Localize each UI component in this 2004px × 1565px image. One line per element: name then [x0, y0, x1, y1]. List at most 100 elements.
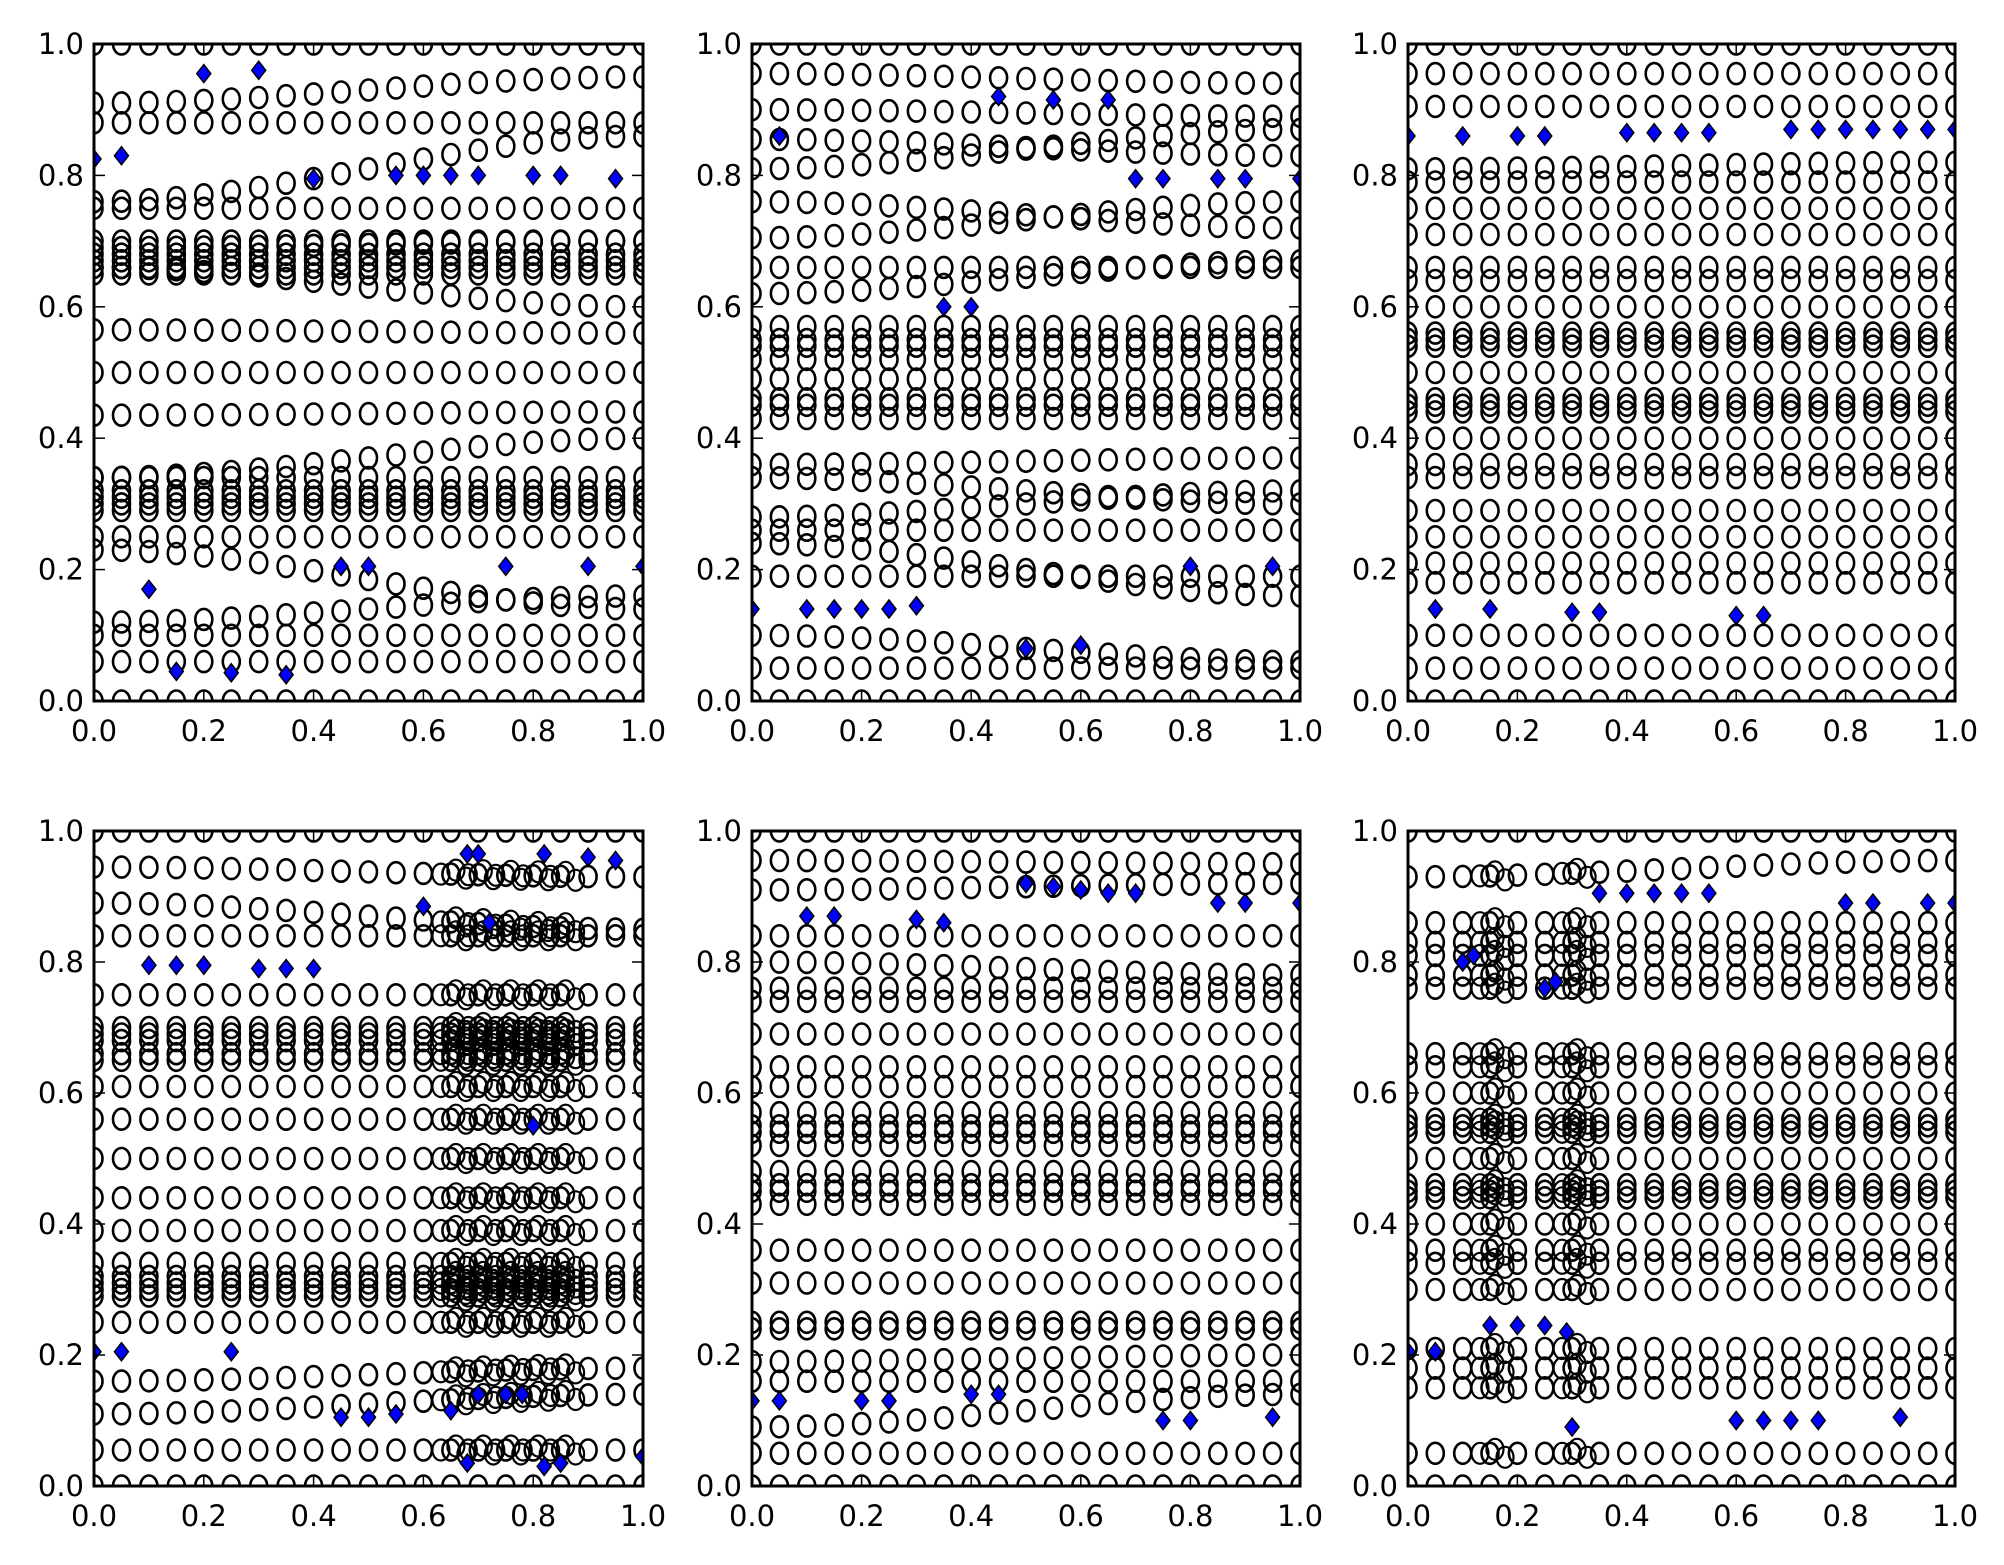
circle-marker	[166, 855, 187, 880]
circle-marker	[879, 1179, 899, 1204]
circle-marker	[166, 689, 187, 701]
circle-marker	[851, 951, 872, 976]
circle-marker	[1208, 334, 1228, 359]
circle-marker	[1552, 1186, 1572, 1210]
circle-marker	[358, 1362, 379, 1387]
circle-marker	[605, 44, 626, 56]
circle-marker	[1043, 205, 1064, 229]
circle-marker	[248, 492, 269, 516]
circle-marker	[1507, 1055, 1528, 1079]
circle-marker	[486, 1042, 506, 1066]
circle-marker	[906, 1441, 927, 1466]
circle-marker	[456, 1150, 476, 1175]
circle-marker	[1535, 452, 1555, 477]
circle-marker	[1408, 255, 1418, 280]
circle-marker	[1562, 861, 1582, 886]
circle-marker	[824, 1474, 844, 1486]
circle-marker	[1808, 61, 1829, 86]
circle-marker	[1425, 1041, 1446, 1066]
circle-marker	[221, 402, 242, 427]
circle-marker	[1726, 386, 1746, 411]
circle-marker	[1699, 44, 1719, 56]
circle-marker	[1753, 222, 1774, 247]
circle-marker	[1617, 1336, 1637, 1361]
circle-marker	[1835, 1186, 1856, 1210]
circle-marker	[1262, 1441, 1283, 1466]
circle-marker	[851, 192, 872, 217]
circle-marker	[752, 518, 762, 542]
circle-marker	[933, 215, 954, 240]
circle-marker	[633, 1041, 643, 1066]
circle-marker	[441, 1474, 461, 1486]
circle-marker	[1470, 1179, 1490, 1203]
diamond-marker	[908, 595, 925, 616]
circle-marker	[1753, 1336, 1774, 1361]
circle-marker	[1507, 1376, 1528, 1400]
circle-marker	[988, 1317, 1009, 1341]
diamond-marker	[1810, 119, 1827, 140]
y-tick-label: 1.0	[696, 27, 742, 61]
circle-marker	[550, 1357, 571, 1381]
circle-marker	[796, 1414, 817, 1438]
circle-marker	[1485, 1142, 1505, 1167]
circle-marker	[540, 1186, 561, 1210]
circle-marker	[1890, 1441, 1911, 1466]
circle-marker	[111, 492, 132, 516]
circle-marker	[851, 976, 872, 1001]
circle-marker	[1699, 1277, 1719, 1302]
circle-marker	[933, 564, 954, 589]
circle-marker	[1290, 492, 1300, 516]
circle-marker	[1125, 564, 1146, 589]
circle-marker	[1071, 1192, 1091, 1217]
circle-marker	[961, 213, 982, 237]
circle-marker	[446, 979, 466, 1003]
circle-marker	[906, 499, 927, 524]
x-tick-label: 0.2	[181, 714, 227, 748]
circle-marker	[1917, 1081, 1938, 1105]
circle-marker	[331, 319, 351, 344]
circle-marker	[468, 524, 489, 549]
circle-marker	[221, 492, 242, 516]
circle-marker	[550, 1310, 571, 1335]
diamond-marker	[1454, 951, 1471, 973]
circle-marker	[1043, 1369, 1064, 1393]
circle-marker	[1671, 61, 1692, 86]
axes-frame	[92, 42, 645, 703]
circle-marker	[797, 1474, 817, 1486]
circle-marker	[483, 1052, 503, 1076]
circle-marker	[386, 443, 406, 467]
circle-marker	[94, 1438, 104, 1462]
circle-marker	[824, 393, 845, 418]
circle-marker	[879, 130, 899, 154]
circle-marker	[851, 393, 872, 418]
circle-marker	[111, 855, 132, 879]
circle-marker	[1480, 1146, 1500, 1171]
circle-marker	[139, 1186, 159, 1210]
circle-marker	[879, 1100, 899, 1125]
circle-marker	[1153, 483, 1173, 507]
circle-marker	[1485, 860, 1505, 884]
diamond-marker	[1045, 876, 1062, 897]
circle-marker	[1208, 142, 1228, 167]
circle-marker	[769, 878, 790, 902]
circle-marker	[1835, 1376, 1856, 1400]
circle-marker	[1480, 44, 1500, 56]
circle-marker	[1262, 1343, 1283, 1367]
circle-marker	[961, 495, 982, 520]
circle-marker	[578, 400, 598, 424]
circle-marker	[1098, 1074, 1118, 1099]
circle-marker	[1617, 551, 1637, 575]
circle-marker	[331, 1264, 351, 1289]
circle-marker	[769, 367, 790, 391]
circle-marker	[988, 976, 1009, 1001]
circle-marker	[1071, 260, 1091, 285]
circle-marker	[303, 498, 324, 523]
circle-marker	[961, 133, 982, 157]
circle-marker	[1890, 1212, 1911, 1236]
circle-marker	[1495, 1380, 1515, 1404]
circle-marker	[1726, 1238, 1746, 1262]
circle-marker	[1726, 963, 1746, 987]
circle-marker	[1835, 524, 1856, 549]
circle-marker	[1726, 1055, 1746, 1079]
circle-marker	[540, 1357, 561, 1381]
